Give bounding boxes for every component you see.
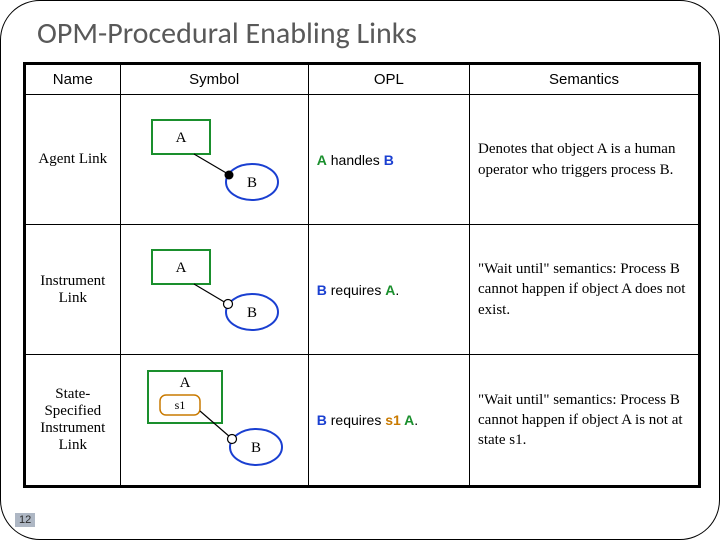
opl-mid: handles bbox=[327, 152, 384, 168]
state-instrument-link-diagram: A s1 B bbox=[134, 365, 294, 475]
agent-end-icon bbox=[225, 170, 234, 179]
opl-s: s1 bbox=[385, 412, 401, 428]
cell-opl: B requires A. bbox=[308, 225, 469, 355]
instrument-end-icon bbox=[228, 435, 237, 444]
opl-mid: requires bbox=[327, 282, 385, 298]
opl-tail: . bbox=[395, 282, 399, 298]
col-header-semantics: Semantics bbox=[470, 65, 699, 95]
page-title: OPM-Procedural Enabling Links bbox=[1, 1, 719, 62]
process-label: B bbox=[247, 175, 257, 191]
opl-mid: requires bbox=[327, 412, 385, 428]
instrument-end-icon bbox=[224, 299, 233, 308]
object-label: A bbox=[180, 375, 191, 391]
table-row: State-Specified Instrument Link A s1 B bbox=[26, 355, 698, 486]
cell-semantics: "Wait until" semantics: Process B cannot… bbox=[470, 355, 699, 486]
cell-semantics: Denotes that object A is a human operato… bbox=[470, 95, 699, 225]
opl-b: B bbox=[317, 282, 327, 298]
links-table: Name Symbol OPL Semantics Agent Link A bbox=[26, 65, 698, 485]
opl-a: A bbox=[401, 412, 414, 428]
process-label: B bbox=[247, 305, 257, 321]
opl-a: A bbox=[317, 152, 327, 168]
agent-link-diagram: A B bbox=[134, 110, 294, 210]
instrument-link-diagram: A B bbox=[134, 240, 294, 340]
table-header-row: Name Symbol OPL Semantics bbox=[26, 65, 698, 95]
col-header-opl: OPL bbox=[308, 65, 469, 95]
cell-symbol: A B bbox=[120, 225, 308, 355]
object-label: A bbox=[176, 260, 187, 276]
state-label: s1 bbox=[175, 398, 186, 412]
page-number-badge: 12 bbox=[15, 513, 35, 527]
table-row: Agent Link A B A handles B bbox=[26, 95, 698, 225]
links-table-wrap: Name Symbol OPL Semantics Agent Link A bbox=[23, 62, 701, 488]
opl-b: B bbox=[384, 152, 394, 168]
opl-a: A bbox=[385, 282, 395, 298]
cell-opl: A handles B bbox=[308, 95, 469, 225]
object-label: A bbox=[176, 130, 187, 146]
opl-b: B bbox=[317, 412, 327, 428]
table-row: Instrument Link A B B requires A. bbox=[26, 225, 698, 355]
link-line bbox=[194, 154, 228, 174]
cell-opl: B requires s1 A. bbox=[308, 355, 469, 486]
link-line bbox=[194, 284, 226, 303]
opl-tail: . bbox=[414, 412, 418, 428]
cell-symbol: A s1 B bbox=[120, 355, 308, 486]
process-label: B bbox=[251, 440, 261, 456]
cell-name: Agent Link bbox=[26, 95, 120, 225]
cell-symbol: A B bbox=[120, 95, 308, 225]
cell-name: Instrument Link bbox=[26, 225, 120, 355]
col-header-name: Name bbox=[26, 65, 120, 95]
col-header-symbol: Symbol bbox=[120, 65, 308, 95]
cell-name: State-Specified Instrument Link bbox=[26, 355, 120, 486]
slide-frame: OPM-Procedural Enabling Links Name Symbo… bbox=[0, 0, 720, 540]
cell-semantics: "Wait until" semantics: Process B cannot… bbox=[470, 225, 699, 355]
